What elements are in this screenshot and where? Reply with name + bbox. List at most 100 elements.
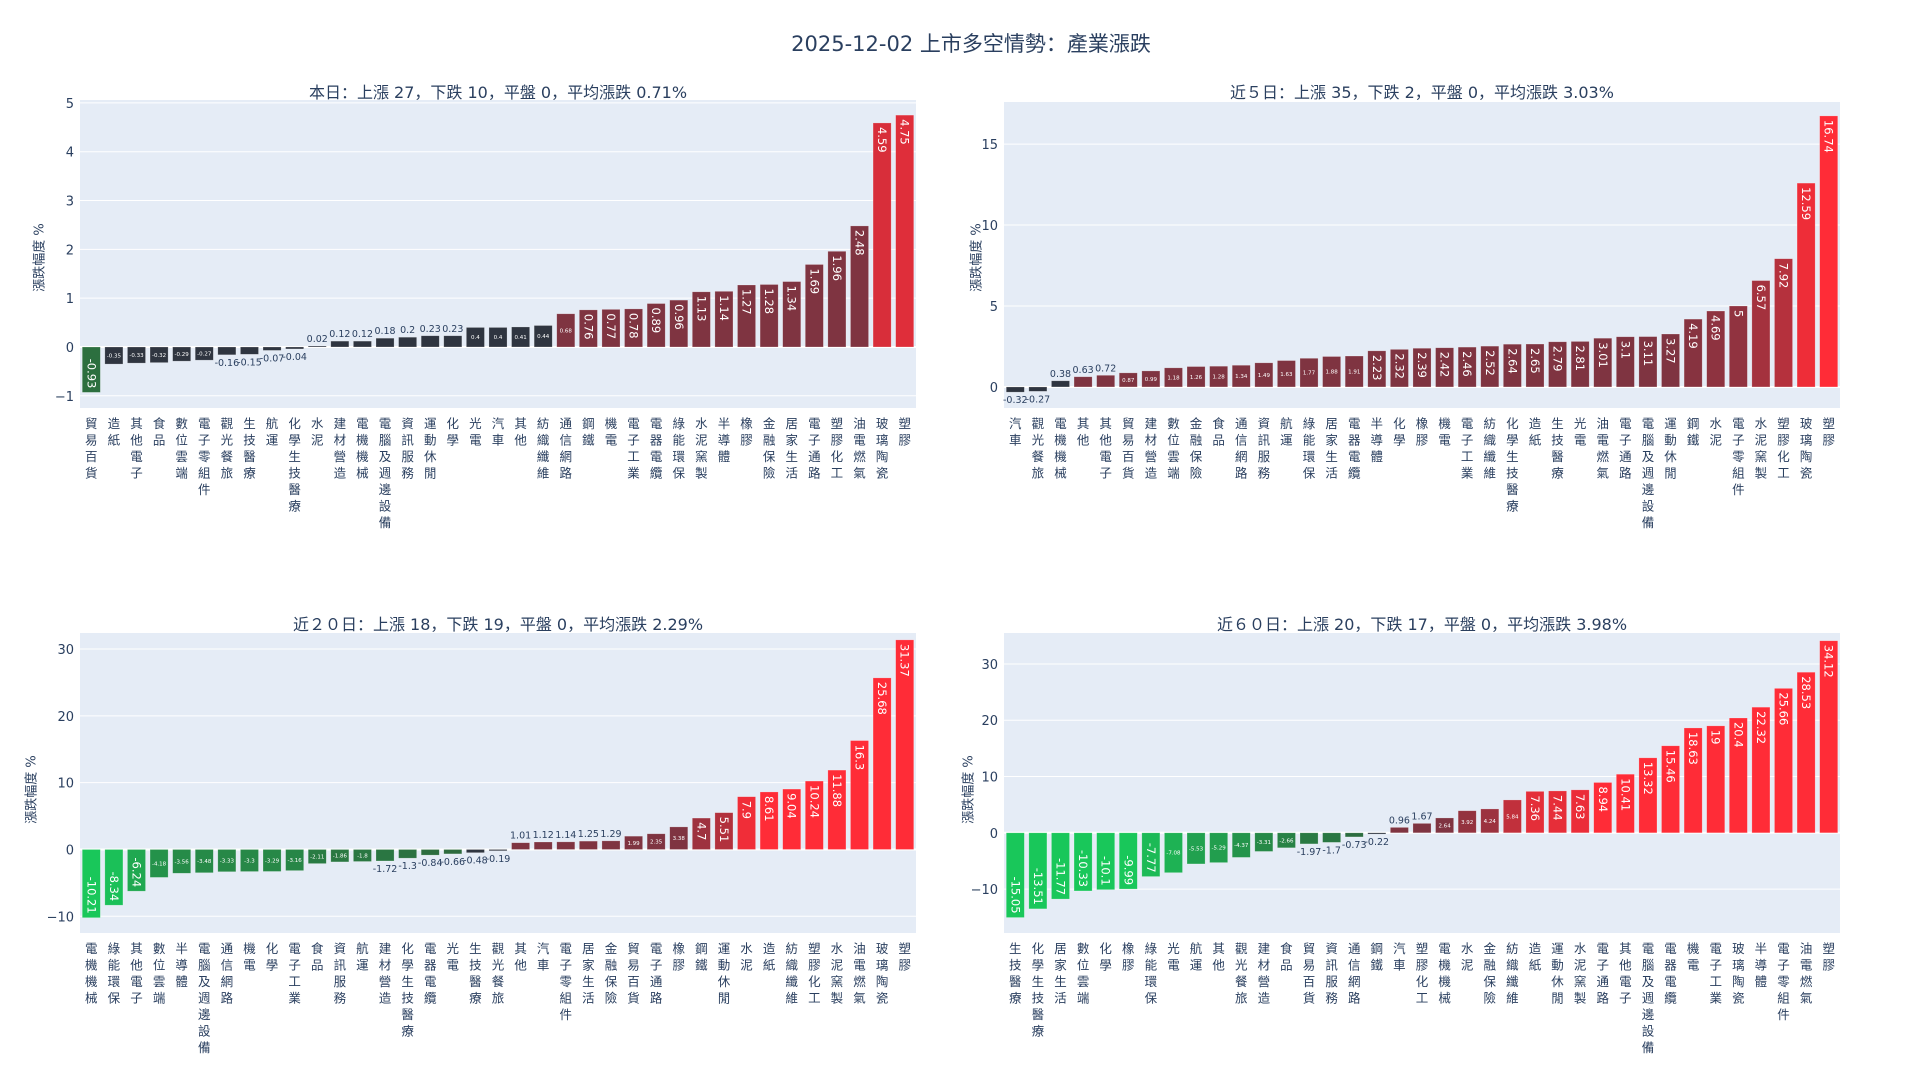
x-category-label: 電子零組件 (1732, 416, 1745, 497)
x-category-label: 貿易百貨 (85, 416, 98, 481)
bar-value-label: 18.63 (1686, 732, 1700, 765)
bar (1706, 725, 1726, 834)
bar (1367, 832, 1387, 835)
bar-value-label: -1.7 (1322, 845, 1341, 856)
bar-value-label: 8.94 (1596, 786, 1610, 812)
bar-value-label: 1.34 (785, 286, 799, 312)
x-category-label: 電腦及週邊設備 (1642, 416, 1655, 530)
x-category-label: 紡織纖維 (1506, 941, 1519, 1006)
x-category-label: 光電 (1167, 941, 1180, 973)
bar (217, 346, 237, 356)
bar-value-label: 28.53 (1799, 676, 1813, 709)
x-category-label: 化學 (1393, 416, 1406, 448)
x-category-label: 電子工業 (288, 941, 301, 1006)
x-category-label: 鋼鐵 (695, 941, 708, 973)
bar-value-label: -1.8 (357, 853, 368, 859)
x-category-label: 其他電子 (1099, 416, 1112, 481)
bar (759, 284, 779, 348)
x-category-label: 食品 (1280, 941, 1293, 973)
x-category-label: 食品 (311, 941, 324, 973)
bar-value-label: -3.33 (220, 859, 235, 865)
bar (1457, 810, 1477, 834)
bar-value-label: 0.87 (1122, 378, 1135, 384)
bar (353, 340, 372, 348)
x-category-label: 橡膠 (1416, 416, 1429, 448)
bar (330, 340, 350, 348)
x-category-label: 電腦及週邊設備 (379, 416, 392, 530)
bar (1005, 386, 1025, 393)
bar-value-label: 1.14 (555, 830, 576, 841)
x-category-label: 玻璃陶瓷 (876, 416, 889, 481)
x-category-label: 造紙 (1529, 416, 1542, 448)
bar-value-label: 7.44 (1551, 795, 1565, 821)
bar (1367, 350, 1387, 388)
x-category-label: 水泥 (1709, 416, 1722, 448)
x-category-label: 資訊服務 (1258, 416, 1271, 481)
x-category-label: 電子工業 (627, 416, 640, 481)
x-category-label: 電子工業 (1709, 941, 1722, 1006)
bar (398, 336, 417, 348)
bar-value-label: -0.32 (1003, 395, 1028, 406)
bar (1186, 832, 1206, 865)
x-category-label: 綠能環保 (108, 941, 121, 1006)
x-category-label: 電器電纜 (1348, 416, 1361, 481)
bar-value-label: -0.19 (486, 854, 511, 865)
bar-value-label: 7.63 (1573, 794, 1587, 820)
x-category-label: 玻璃陶瓷 (1800, 416, 1813, 481)
x-category-label: 機電 (243, 941, 256, 973)
bar-value-label: 5.51 (717, 817, 731, 843)
y-tick-label: 5 (66, 97, 74, 112)
x-category-label: 水泥 (740, 941, 753, 973)
y-tick-label: −10 (47, 910, 74, 925)
bar (1751, 280, 1771, 388)
figure-title: 2025-12-02 上市多空情勢：產業漲跌 (791, 32, 1151, 56)
bar-value-label: -0.27 (1026, 394, 1051, 405)
bar-value-label: 0.02 (307, 334, 328, 345)
x-category-label: 半導體 (718, 416, 731, 464)
x-category-label: 電子通路 (808, 416, 821, 481)
bar-value-label: 1.69 (807, 268, 821, 294)
x-category-label: 其他 (1212, 941, 1225, 973)
bar-value-label: -9.99 (1121, 855, 1135, 885)
bar (1706, 310, 1726, 388)
bar-value-label: 16.3 (853, 745, 867, 771)
bar-value-label: 2.23 (1370, 355, 1384, 381)
bar-value-label: -13.51 (1031, 868, 1045, 905)
x-category-label: 建材營造 (1145, 416, 1158, 481)
bar-value-label: -0.32 (152, 353, 166, 359)
x-category-label: 機電 (1438, 416, 1451, 448)
x-category-label: 化學 (447, 416, 460, 448)
x-category-label: 電子通路 (650, 941, 663, 1006)
bar (1096, 832, 1116, 890)
bar (1819, 115, 1839, 388)
subplot-5d: 0 5 10 15 -0.32 汽車 -0.27 觀光餐旅 0.38 電機機械 0.63 其他 0.72… (981, 102, 1840, 530)
bar-value-label: 0.4 (494, 335, 503, 341)
bar-value-label: 1.91 (1348, 369, 1360, 375)
x-category-label: 資訊服務 (401, 416, 414, 481)
bar-value-label: -0.07 (260, 353, 285, 364)
bar (533, 325, 553, 348)
bar-value-label: 2.81 (1573, 345, 1587, 371)
bar-value-label: 15.46 (1664, 750, 1678, 783)
bar-value-label: 16.74 (1822, 120, 1836, 153)
bar-value-label: 3.92 (1461, 820, 1473, 826)
bar (1661, 333, 1680, 388)
bar (172, 346, 192, 362)
bar-value-label: 3.01 (1596, 342, 1610, 368)
bar-value-label: 1.96 (830, 255, 844, 281)
bar-value-label: -3.31 (1257, 840, 1271, 846)
bar-value-label: -3.48 (197, 859, 212, 865)
bar (330, 849, 350, 863)
x-category-label: 居家生活 (785, 416, 798, 481)
bar-value-label: 4.75 (898, 119, 912, 145)
x-category-label: 鋼鐵 (1371, 941, 1384, 973)
x-category-label: 運動休閒 (1664, 416, 1677, 481)
bar (1774, 688, 1793, 834)
bar (646, 833, 666, 850)
bar (1209, 365, 1228, 388)
bar-value-label: 0.63 (1073, 365, 1094, 376)
bar (1435, 817, 1454, 834)
bar (262, 849, 282, 872)
bar-value-label: 0.72 (1095, 363, 1116, 374)
